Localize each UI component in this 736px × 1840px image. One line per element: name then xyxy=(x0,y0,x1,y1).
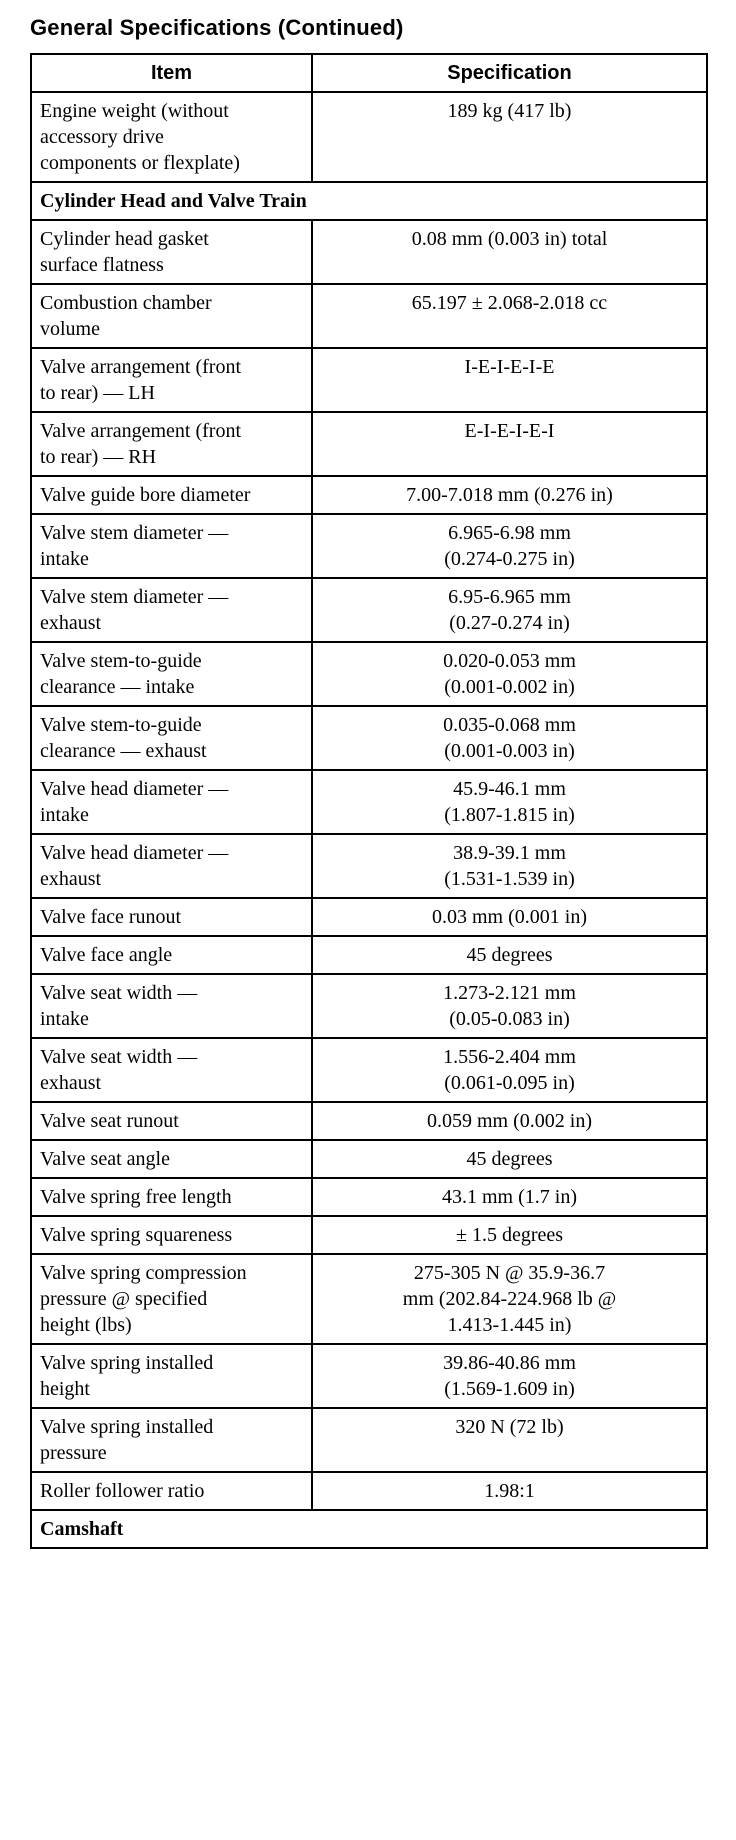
table-row: Valve seat width — intake 1.273-2.121 mm … xyxy=(30,973,708,1040)
page-title: General Specifications (Continued) xyxy=(30,15,404,40)
spec-value-cell: ± 1.5 degrees xyxy=(311,1215,708,1256)
specifications-table: Item Specification Engine weight (withou… xyxy=(30,53,708,1550)
spec-value-cell: 45 degrees xyxy=(311,1139,708,1180)
section-header-row: Cylinder Head and Valve Train xyxy=(30,181,708,222)
item-cell: Valve guide bore diameter xyxy=(30,475,313,516)
item-cell: Valve spring installed pressure xyxy=(30,1407,313,1474)
table-row: Valve guide bore diameter 7.00-7.018 mm (… xyxy=(30,475,708,516)
spec-value-cell: 45 degrees xyxy=(311,935,708,976)
table-row: Cylinder head gasket surface flatness 0.0… xyxy=(30,219,708,286)
item-cell: Valve spring installed height xyxy=(30,1343,313,1410)
item-cell: Valve seat angle xyxy=(30,1139,313,1180)
document-page: General Specifications (Continued) Item … xyxy=(30,15,708,1550)
spec-value-cell: 1.98:1 xyxy=(311,1471,708,1512)
item-cell: Valve stem-to-guide clearance — intake xyxy=(30,641,313,708)
item-cell: Valve spring squareness xyxy=(30,1215,313,1256)
item-cell: Combustion chamber volume xyxy=(30,283,313,350)
item-cell: Roller follower ratio xyxy=(30,1471,313,1512)
table-row: Valve seat width — exhaust 1.556-2.404 mm… xyxy=(30,1037,708,1104)
section-header-label: Camshaft xyxy=(30,1509,708,1550)
item-cell: Valve face runout xyxy=(30,897,313,938)
table-row: Valve stem diameter — intake 6.965-6.98 m… xyxy=(30,513,708,580)
spec-value-cell: 0.03 mm (0.001 in) xyxy=(311,897,708,938)
table-header-row: Item Specification xyxy=(30,53,708,94)
item-cell: Valve head diameter — exhaust xyxy=(30,833,313,900)
table-row: Combustion chamber volume 65.197 ± 2.068-… xyxy=(30,283,708,350)
table-header-item: Item xyxy=(30,53,313,94)
table-row: Valve face angle 45 degrees xyxy=(30,935,708,976)
spec-value-cell: 6.95-6.965 mm (0.27-0.274 in) xyxy=(311,577,708,644)
item-cell: Valve face angle xyxy=(30,935,313,976)
item-cell: Valve stem diameter — intake xyxy=(30,513,313,580)
spec-value-cell: 43.1 mm (1.7 in) xyxy=(311,1177,708,1218)
table-row: Valve head diameter — exhaust 38.9-39.1 m… xyxy=(30,833,708,900)
table-row: Roller follower ratio 1.98:1 xyxy=(30,1471,708,1512)
table-row: Valve seat angle 45 degrees xyxy=(30,1139,708,1180)
item-cell: Valve head diameter — intake xyxy=(30,769,313,836)
section-header-row: Camshaft xyxy=(30,1509,708,1550)
table-row: Valve spring installed height 39.86-40.86… xyxy=(30,1343,708,1410)
item-cell: Valve spring compression pressure @ spec… xyxy=(30,1253,313,1346)
table-row: Valve stem diameter — exhaust 6.95-6.965 … xyxy=(30,577,708,644)
spec-value-cell: 0.059 mm (0.002 in) xyxy=(311,1101,708,1142)
table-row: Valve spring compression pressure @ spec… xyxy=(30,1253,708,1346)
spec-value-cell: 189 kg (417 lb) xyxy=(311,91,708,184)
item-cell: Valve stem diameter — exhaust xyxy=(30,577,313,644)
spec-value-cell: 39.86-40.86 mm (1.569-1.609 in) xyxy=(311,1343,708,1410)
item-cell: Valve seat width — intake xyxy=(30,973,313,1040)
spec-value-cell: 45.9-46.1 mm (1.807-1.815 in) xyxy=(311,769,708,836)
spec-value-cell: 1.556-2.404 mm (0.061-0.095 in) xyxy=(311,1037,708,1104)
table-row: Valve spring installed pressure 320 N (72… xyxy=(30,1407,708,1474)
table-row: Valve arrangement (front to rear) — LH I-… xyxy=(30,347,708,414)
item-cell: Valve seat width — exhaust xyxy=(30,1037,313,1104)
table-header-specification: Specification xyxy=(311,53,708,94)
item-cell: Cylinder head gasket surface flatness xyxy=(30,219,313,286)
spec-value-cell: I-E-I-E-I-E xyxy=(311,347,708,414)
table-row: Valve arrangement (front to rear) — RH E-… xyxy=(30,411,708,478)
section-header-label: Cylinder Head and Valve Train xyxy=(30,181,708,222)
spec-value-cell: 65.197 ± 2.068-2.018 cc xyxy=(311,283,708,350)
spec-value-cell: 38.9-39.1 mm (1.531-1.539 in) xyxy=(311,833,708,900)
spec-value-cell: 1.273-2.121 mm (0.05-0.083 in) xyxy=(311,973,708,1040)
table-row: Valve seat runout 0.059 mm (0.002 in) xyxy=(30,1101,708,1142)
spec-value-cell: 6.965-6.98 mm (0.274-0.275 in) xyxy=(311,513,708,580)
spec-value-cell: E-I-E-I-E-I xyxy=(311,411,708,478)
item-cell: Engine weight (without accessory drive c… xyxy=(30,91,313,184)
spec-value-cell: 0.035-0.068 mm (0.001-0.003 in) xyxy=(311,705,708,772)
table-row: Valve stem-to-guide clearance — exhaust 0… xyxy=(30,705,708,772)
item-cell: Valve stem-to-guide clearance — exhaust xyxy=(30,705,313,772)
spec-value-cell: 0.08 mm (0.003 in) total xyxy=(311,219,708,286)
item-cell: Valve spring free length xyxy=(30,1177,313,1218)
table-row: Valve spring squareness ± 1.5 degrees xyxy=(30,1215,708,1256)
table-row: Valve face runout 0.03 mm (0.001 in) xyxy=(30,897,708,938)
table-row: Valve head diameter — intake 45.9-46.1 mm… xyxy=(30,769,708,836)
spec-value-cell: 275-305 N @ 35.9-36.7 mm (202.84-224.968… xyxy=(311,1253,708,1346)
table-row: Engine weight (without accessory drive c… xyxy=(30,91,708,184)
item-cell: Valve seat runout xyxy=(30,1101,313,1142)
item-cell: Valve arrangement (front to rear) — LH xyxy=(30,347,313,414)
spec-value-cell: 7.00-7.018 mm (0.276 in) xyxy=(311,475,708,516)
table-row: Valve spring free length 43.1 mm (1.7 in) xyxy=(30,1177,708,1218)
spec-value-cell: 320 N (72 lb) xyxy=(311,1407,708,1474)
item-cell: Valve arrangement (front to rear) — RH xyxy=(30,411,313,478)
spec-value-cell: 0.020-0.053 mm (0.001-0.002 in) xyxy=(311,641,708,708)
table-row: Valve stem-to-guide clearance — intake 0.… xyxy=(30,641,708,708)
